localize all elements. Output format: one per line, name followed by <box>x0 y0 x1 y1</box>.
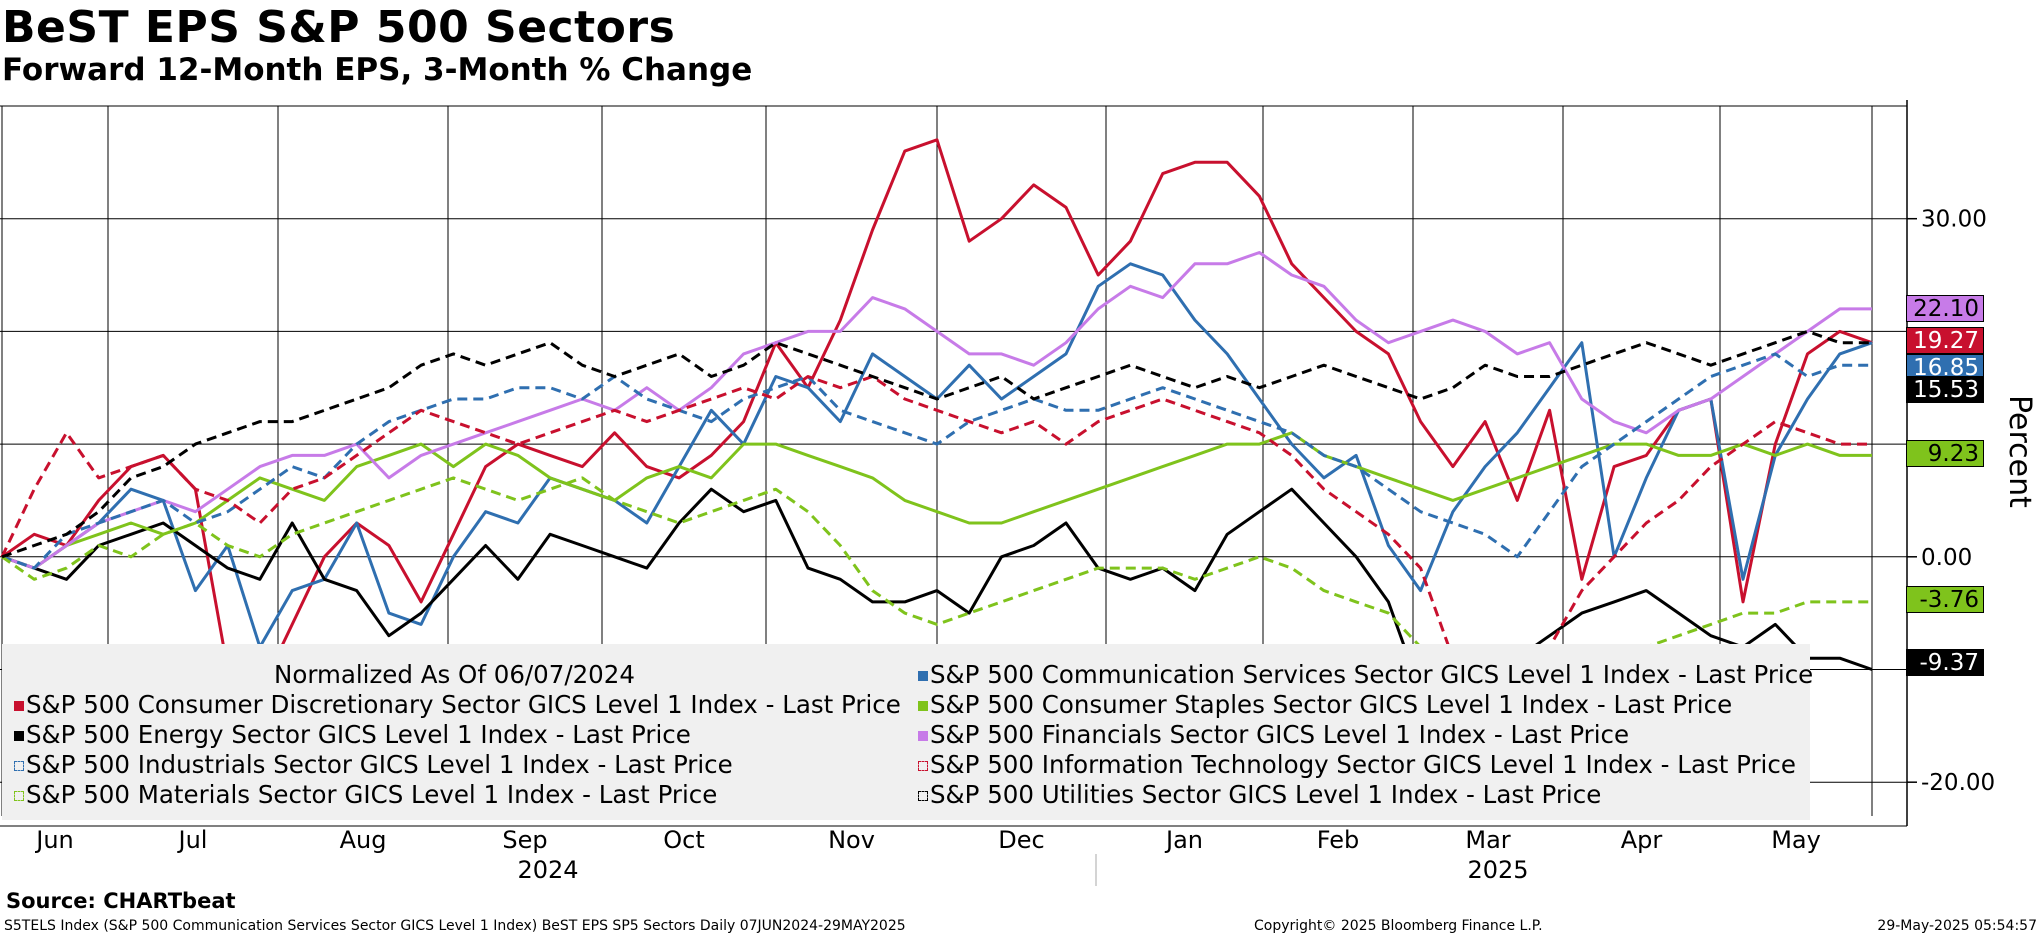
legend-item: S&P 500 Communication Services Sector GI… <box>918 660 1813 689</box>
y-axis-title: Percent <box>2002 395 2037 508</box>
last-value-tag: 9.23 <box>1906 439 1984 467</box>
y-tick-label: -20.00 <box>1921 770 1995 796</box>
legend-swatch <box>918 671 928 681</box>
legend-label: S&P 500 Consumer Discretionary Sector GI… <box>26 690 901 719</box>
legend-swatch <box>14 791 24 801</box>
last-value-tag: 22.10 <box>1906 294 1984 322</box>
x-tick-label: Sep <box>502 826 547 854</box>
legend-label: S&P 500 Energy Sector GICS Level 1 Index… <box>26 720 691 749</box>
legend-item: S&P 500 Information Technology Sector GI… <box>918 750 1796 779</box>
legend-swatch <box>918 761 928 771</box>
legend-swatch <box>14 731 24 741</box>
series-line-4 <box>1 251 1872 570</box>
x-tick-label: Apr <box>1621 826 1663 854</box>
last-value-tag: 19.27 <box>1906 326 1984 354</box>
series-line-0 <box>1 138 1873 694</box>
legend-swatch <box>14 701 24 711</box>
last-value-tag: -9.37 <box>1906 649 1984 677</box>
legend-swatch <box>918 701 928 711</box>
footnote-text: S5TELS Index (S&P 500 Communication Serv… <box>4 918 906 934</box>
legend-normalized-note: Normalized As Of 06/07/2024 <box>274 660 635 689</box>
x-tick-label: Jun <box>34 826 74 854</box>
copyright-text: Copyright© 2025 Bloomberg Finance L.P. <box>1254 918 1543 934</box>
legend-label: S&P 500 Utilities Sector GICS Level 1 In… <box>930 780 1602 809</box>
series-line-2 <box>1 487 1873 705</box>
legend-label: S&P 500 Materials Sector GICS Level 1 In… <box>26 780 718 809</box>
x-tick-label: Jul <box>177 826 208 854</box>
chart-title: BeST EPS S&P 500 Sectors <box>2 2 676 53</box>
series-line-8 <box>1 329 1872 559</box>
series-line-6 <box>0 375 1872 694</box>
x-tick-label: Aug <box>340 826 387 854</box>
legend-swatch <box>918 791 928 801</box>
legend-item: S&P 500 Utilities Sector GICS Level 1 In… <box>918 780 1601 809</box>
y-tick-label: 0.00 <box>1921 545 1972 571</box>
last-value-tag: -3.76 <box>1906 586 1984 614</box>
y-tick-label: 30.00 <box>1921 207 1987 233</box>
year-label: 2025 <box>1467 856 1528 884</box>
legend-label: S&P 500 Industrials Sector GICS Level 1 … <box>26 750 733 779</box>
last-value-tag: 15.53 <box>1906 375 1984 403</box>
x-tick-label: May <box>1771 826 1821 854</box>
chart-subtitle: Forward 12-Month EPS, 3-Month % Change <box>2 52 753 88</box>
legend-label: S&P 500 Consumer Staples Sector GICS Lev… <box>930 690 1733 719</box>
series-line-3 <box>1 431 1872 570</box>
legend-label: S&P 500 Financials Sector GICS Level 1 I… <box>930 720 1630 749</box>
x-tick-label: Jan <box>1164 826 1203 854</box>
legend-item: S&P 500 Consumer Discretionary Sector GI… <box>14 690 901 719</box>
legend-item: S&P 500 Energy Sector GICS Level 1 Index… <box>14 720 691 749</box>
x-tick-label: Nov <box>828 826 875 854</box>
x-tick-label: Oct <box>663 826 705 854</box>
year-label: 2024 <box>517 856 578 884</box>
axes: 30.00 0.00 -20.00 Percent Jun Jul Aug Sep Oct Nov… <box>0 100 2037 886</box>
legend-label: S&P 500 Communication Services Sector GI… <box>930 660 1814 689</box>
x-tick-label: Dec <box>998 826 1044 854</box>
series-line-5 <box>1 352 1872 570</box>
source-text: Source: CHARTbeat <box>6 889 236 913</box>
legend-item: S&P 500 Financials Sector GICS Level 1 I… <box>918 720 1629 749</box>
legend-item: S&P 500 Materials Sector GICS Level 1 In… <box>14 780 717 809</box>
legend-label: S&P 500 Information Technology Sector GI… <box>930 750 1796 779</box>
legend-swatch <box>14 761 24 771</box>
x-tick-label: Feb <box>1317 826 1360 854</box>
legend-swatch <box>918 731 928 741</box>
series-layer <box>0 138 1873 739</box>
legend-item: S&P 500 Consumer Staples Sector GICS Lev… <box>918 690 1732 719</box>
legend-item: S&P 500 Industrials Sector GICS Level 1 … <box>14 750 733 779</box>
legend: Normalized As Of 06/07/2024 S&P 500 Comm… <box>2 644 1813 820</box>
timestamp-text: 29-May-2025 05:54:57 <box>1877 918 2037 934</box>
x-tick-label: Mar <box>1465 826 1510 854</box>
